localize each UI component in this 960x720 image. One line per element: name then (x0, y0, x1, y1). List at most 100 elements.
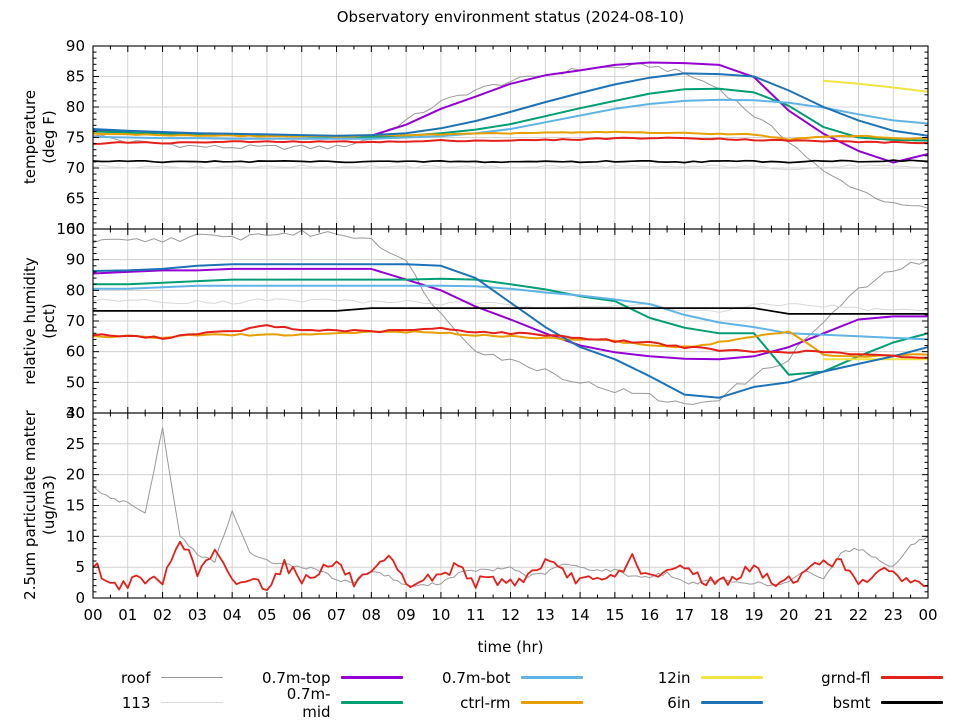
xtick-label: 03 (188, 606, 207, 624)
xtick-label: 22 (849, 606, 868, 624)
ytick-label-temperature: 85 (66, 68, 85, 86)
ytick-label-temperature: 80 (66, 98, 85, 116)
legend-line-swatch (520, 701, 583, 704)
series-temperature-113 (93, 164, 928, 171)
series-relative-humidity-ctrl-rm (93, 330, 928, 358)
plot-canvas: 6065707580859040506070809010005101520253… (56, 37, 937, 624)
ytick-label-temperature: 60 (66, 220, 85, 238)
legend-label: 113 (121, 693, 151, 712)
legend-column: roof 113 (79, 668, 223, 712)
ytick-label-pm25: 25 (66, 435, 85, 453)
legend-item-0.7m-mid: 0.7m-mid (259, 685, 403, 720)
ytick-label-pm25: 10 (66, 527, 85, 545)
legend-item-bsmt: bsmt (799, 693, 943, 712)
legend-label: 0.7m-top (262, 668, 331, 687)
series-pm25-grnd-fl (93, 540, 928, 591)
legend-label: grnd-fl (821, 668, 871, 687)
legend-line-swatch (880, 701, 943, 704)
legend-line-swatch (160, 676, 223, 679)
legend-column: 12in 6in (619, 668, 763, 712)
ytick-label-relative-humidity: 50 (66, 373, 85, 391)
ytick-label-temperature: 65 (66, 190, 85, 208)
time-axis-label: time (hr) (477, 638, 544, 656)
xtick-label: 13 (536, 606, 555, 624)
series-relative-humidity-grnd-fl (93, 324, 928, 359)
ytick-label-relative-humidity: 100 (56, 220, 85, 238)
xtick-label: 11 (466, 606, 485, 624)
xtick-label: 02 (153, 606, 172, 624)
ytick-label-pm25: 20 (66, 466, 85, 484)
ytick-label-temperature: 70 (66, 159, 85, 177)
legend-item-12in: 12in (619, 668, 763, 687)
xtick-label: 09 (397, 606, 416, 624)
legend-line-swatch (700, 701, 763, 704)
legend-line-swatch (160, 701, 223, 704)
series-pm25-roof (93, 427, 928, 587)
xtick-label: 16 (640, 606, 659, 624)
legend-label: 12in (657, 668, 691, 687)
legend-label: bsmt (832, 693, 871, 712)
legend-item-grnd-fl: grnd-fl (799, 668, 943, 687)
xtick-label: 20 (779, 606, 798, 624)
series-temperature-roof (93, 63, 928, 209)
ytick-label-temperature: 90 (66, 37, 85, 55)
legend-line-swatch (880, 676, 943, 679)
ytick-label-relative-humidity: 60 (66, 343, 85, 361)
xtick-label: 19 (744, 606, 763, 624)
series-relative-humidity-bsmt (93, 307, 928, 315)
ytick-label-pm25: 5 (75, 558, 85, 576)
xtick-label: 00 (83, 606, 102, 624)
series-temperature-0.7m-bot (93, 98, 928, 140)
legend-label: roof (121, 668, 151, 687)
series-relative-humidity-0.7m-bot (93, 284, 928, 341)
xtick-label: 23 (884, 606, 903, 624)
series-temperature-ctrl-rm (93, 130, 928, 141)
xtick-label: 00 (918, 606, 937, 624)
series-temperature-bsmt (93, 159, 928, 164)
legend-column: grnd-fl bsmt (799, 668, 943, 712)
xtick-label: 07 (327, 606, 346, 624)
legend-line-swatch (520, 676, 583, 679)
legend-line-swatch (700, 676, 763, 679)
chart-title: Observatory environment status (2024-08-… (336, 8, 685, 26)
xtick-label: 17 (675, 606, 694, 624)
series-relative-humidity-0.7m-top (93, 267, 928, 361)
ytick-label-relative-humidity: 80 (66, 281, 85, 299)
legend-item-ctrl-rm: ctrl-rm (439, 693, 583, 712)
legend-item-113: 113 (79, 693, 223, 712)
legend-column: 0.7m-bot ctrl-rm (439, 668, 583, 712)
series-relative-humidity-0.7m-mid (93, 277, 928, 376)
xtick-label: 04 (223, 606, 242, 624)
legend-label: 6in (667, 693, 691, 712)
ytick-label-relative-humidity: 90 (66, 251, 85, 269)
legend: roof 113 0.7m-top 0.7m-mid 0.7m-bot ctrl-rm 12… (93, 668, 943, 720)
ytick-label-pm25: 15 (66, 497, 85, 515)
series-relative-humidity-6in (93, 263, 928, 399)
xtick-label: 08 (362, 606, 381, 624)
xtick-label: 06 (292, 606, 311, 624)
legend-item-6in: 6in (619, 693, 763, 712)
ytick-label-pm25: 0 (75, 589, 85, 607)
legend-label: 0.7m-bot (442, 668, 511, 687)
xtick-label: 21 (814, 606, 833, 624)
legend-label: ctrl-rm (460, 693, 511, 712)
legend-column: 0.7m-top 0.7m-mid (259, 668, 403, 720)
xtick-label: 14 (571, 606, 590, 624)
series-relative-humidity-113 (93, 298, 928, 313)
legend-line-swatch (340, 701, 403, 704)
xtick-label: 12 (501, 606, 520, 624)
ytick-label-pm25: 30 (66, 404, 85, 422)
legend-item-0.7m-top: 0.7m-top (259, 668, 403, 687)
xtick-label: 15 (605, 606, 624, 624)
series-relative-humidity-roof (93, 229, 928, 405)
legend-item-0.7m-bot: 0.7m-bot (439, 668, 583, 687)
xtick-label: 01 (118, 606, 137, 624)
ytick-label-relative-humidity: 40 (66, 404, 85, 422)
xtick-label: 18 (710, 606, 729, 624)
ytick-label-relative-humidity: 70 (66, 312, 85, 330)
series-temperature-12in (822, 79, 928, 93)
series-temperature-grnd-fl (93, 136, 928, 145)
legend-label: 0.7m-mid (286, 684, 331, 720)
xtick-label: 05 (257, 606, 276, 624)
